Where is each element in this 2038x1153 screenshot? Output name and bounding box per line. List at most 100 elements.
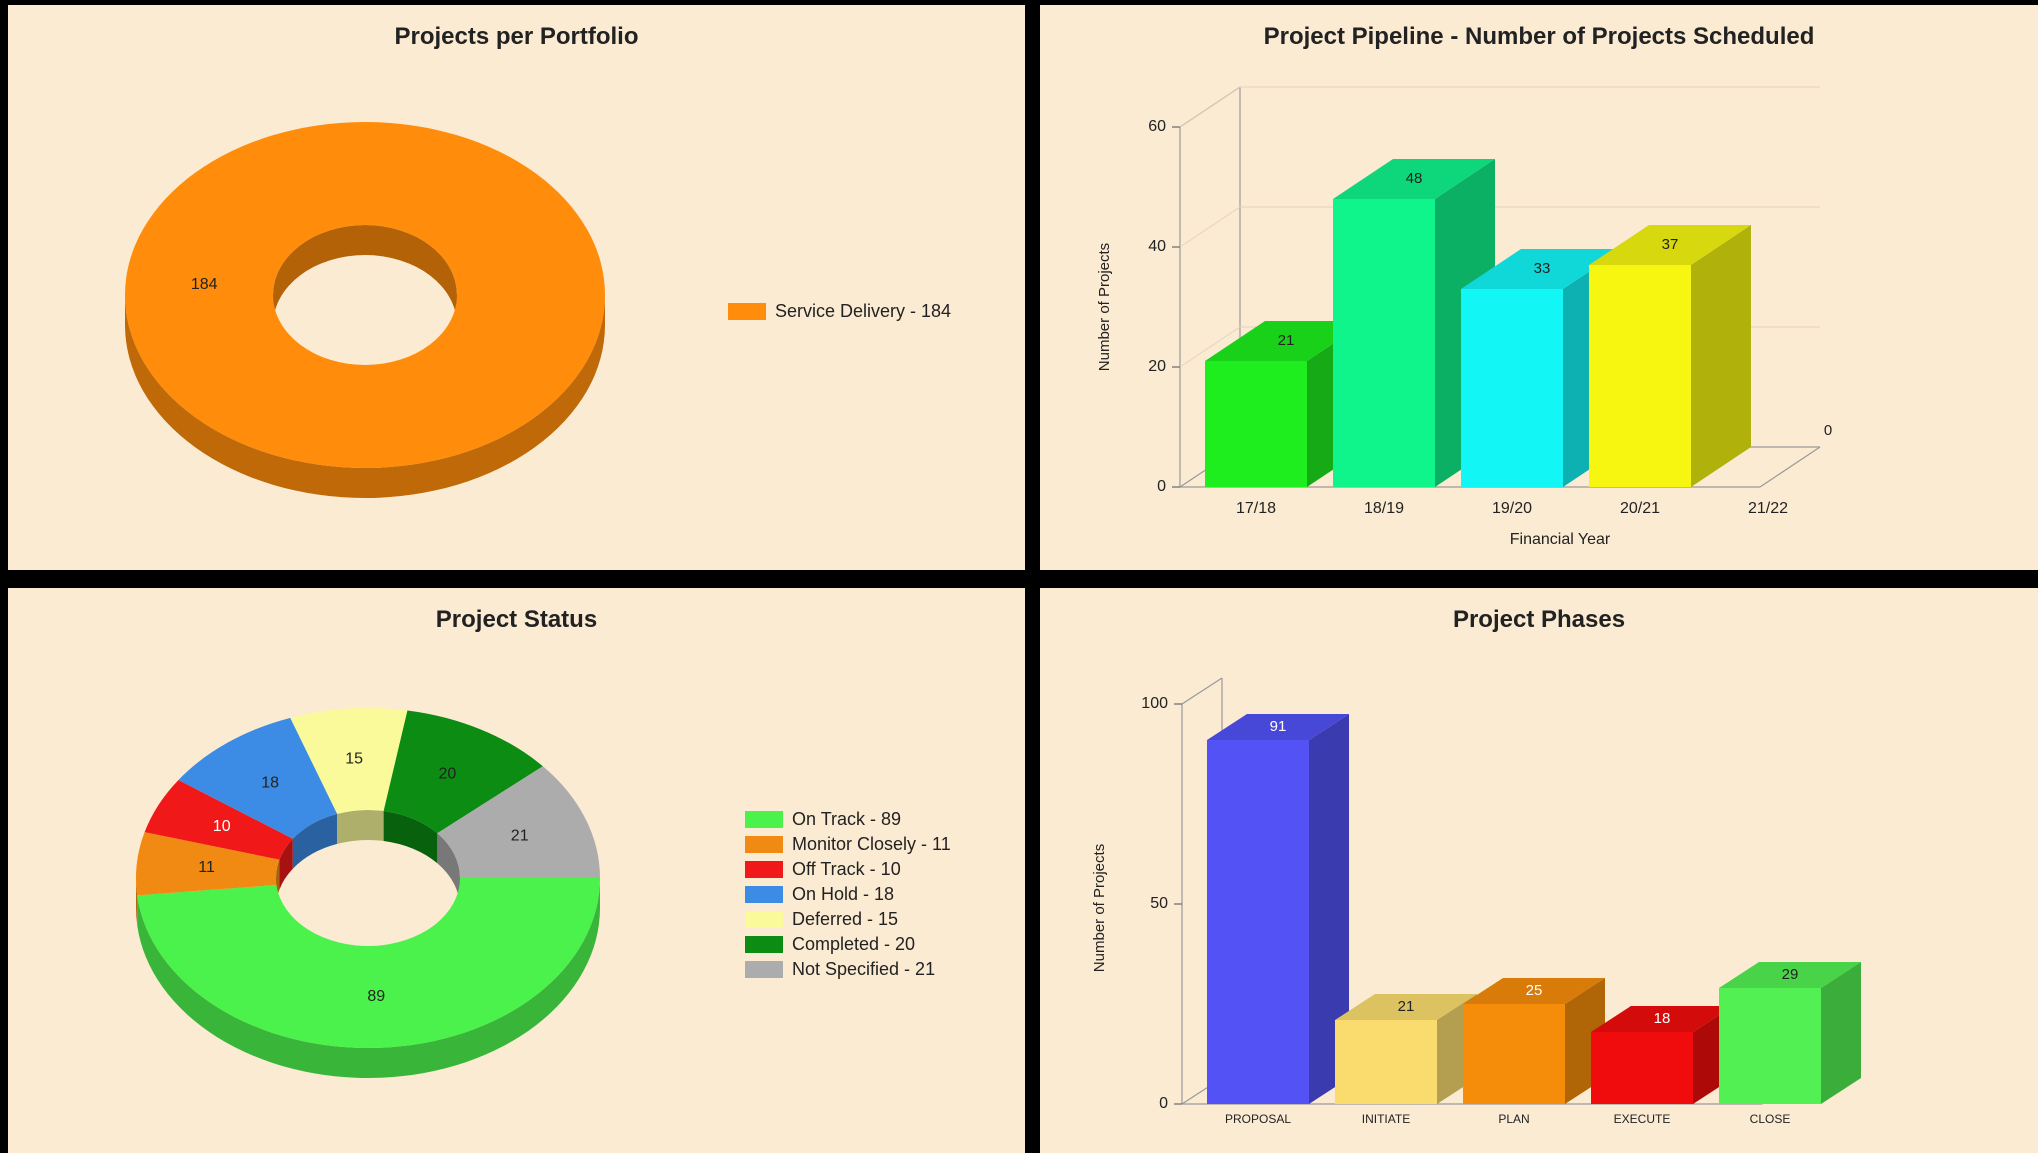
bar-top <box>1207 714 1349 740</box>
x-tick-label: PROPOSAL <box>1225 1112 1291 1126</box>
slice-label: 184 <box>191 276 218 293</box>
slice-inner-wall <box>273 225 457 325</box>
slice-inner-wall <box>383 810 438 864</box>
y-tick-label: 50 <box>1150 895 1168 912</box>
slice-inner-wall <box>292 813 338 869</box>
y-tick-label: 20 <box>1148 358 1166 375</box>
x-tick-label: CLOSE <box>1750 1112 1791 1126</box>
x-tick-label: PLAN <box>1498 1112 1529 1126</box>
bar-top <box>1335 994 1477 1020</box>
bar-side <box>1821 962 1861 1104</box>
status-panel: Project Status 89 11 10 18 15 20 21 On Track - … <box>8 588 1025 1153</box>
bar-value-label: 21 <box>1398 998 1415 1015</box>
legend-swatch <box>745 911 783 928</box>
slice-side <box>136 878 138 926</box>
slice-label: 11 <box>198 859 215 876</box>
bar-top <box>1333 159 1495 199</box>
bar-value-label: 48 <box>1406 170 1423 187</box>
bar-side <box>1691 225 1751 487</box>
y-tick-label: 40 <box>1148 238 1166 255</box>
legend-swatch <box>745 836 783 853</box>
legend-label: On Hold - 18 <box>792 884 894 904</box>
slice <box>178 717 338 839</box>
legend-label: Monitor Closely - 11 <box>792 834 951 854</box>
grid-line <box>1179 326 1241 368</box>
floor-right-edge <box>1759 446 1821 488</box>
bar <box>1461 289 1563 487</box>
slice-label: 21 <box>511 827 529 844</box>
chart-title: Project Status <box>435 606 598 633</box>
x-tick-label: 19/20 <box>1492 500 1532 517</box>
y-axis-label: Number of Projects <box>1096 243 1113 371</box>
bar <box>1719 988 1821 1104</box>
pipeline-panel: Project Pipeline - Number of Projects Sc… <box>1040 5 2038 570</box>
x-tick-label: 18/19 <box>1364 500 1404 517</box>
legend-swatch <box>745 936 783 953</box>
legend-label: Completed - 20 <box>792 934 915 954</box>
slice-label: 89 <box>367 988 385 1005</box>
bar <box>1205 361 1307 487</box>
bar <box>1333 199 1435 487</box>
slice-label: 15 <box>345 751 363 768</box>
chart-title: Project Pipeline - Number of Projects Sc… <box>1263 23 1815 50</box>
legend-label: Not Specified - 21 <box>792 959 935 979</box>
chart-title: Projects per Portfolio <box>394 23 639 50</box>
y-tick-label: 100 <box>1141 695 1168 712</box>
slice <box>144 779 293 860</box>
slice <box>125 122 605 468</box>
bar-top <box>1589 225 1751 265</box>
legend-swatch <box>745 861 783 878</box>
portfolio-chart: 184 Service Delivery - 184 <box>125 122 951 498</box>
x-tick-label: 21/22 <box>1748 500 1788 517</box>
slice-inner-wall <box>279 838 293 890</box>
legend-label: On Track - 89 <box>792 809 901 829</box>
bar-value-label: 25 <box>1526 982 1543 999</box>
slice-label: 20 <box>438 765 456 782</box>
x-axis-label: Financial Year <box>1510 531 1611 548</box>
bar <box>1591 1032 1693 1104</box>
bar-top <box>1719 962 1861 988</box>
slice-inner-wall <box>437 833 460 908</box>
slice-side <box>125 295 605 498</box>
bar <box>1589 265 1691 487</box>
bar-top <box>1205 321 1367 361</box>
legend-swatch <box>745 811 783 828</box>
bar-value-label: 21 <box>1278 332 1295 349</box>
legend-label: Deferred - 15 <box>792 909 898 929</box>
legend-swatch <box>745 961 783 978</box>
legend-label: Off Track - 10 <box>792 859 901 879</box>
slice-inner-wall <box>337 810 384 844</box>
bar <box>1463 1004 1565 1104</box>
bar-value-label: 91 <box>1270 718 1287 735</box>
bar-value-label: 29 <box>1782 966 1799 983</box>
bar-value-label: 37 <box>1662 236 1679 253</box>
pipeline-chart: 0 20 40 60 21 17/18 48 18/19 33 19/20 37 20/21 0 21/2… <box>1096 86 1832 548</box>
bar-top <box>1591 1006 1733 1032</box>
y-tick-label: 0 <box>1157 478 1166 495</box>
slice <box>383 710 543 834</box>
grid-line <box>1179 86 1241 128</box>
portfolio-panel: Projects per Portfolio 184 Service Delive… <box>8 5 1025 570</box>
phases-chart: 0 50 100 91 PROPOSAL 21 INITIATE 25 PLAN 18 EXECUT… <box>1091 677 1861 1126</box>
x-tick-label: 20/21 <box>1620 500 1660 517</box>
y-tick-label: 0 <box>1159 1095 1168 1112</box>
phases-panel: Project Phases 0 50 100 91 PROPOSAL 21 INITIAT… <box>1040 588 2038 1153</box>
x-tick-label: EXECUTE <box>1614 1112 1671 1126</box>
bar-top <box>1461 249 1623 289</box>
grid-line <box>1179 206 1241 248</box>
wall-edge <box>1181 677 1223 705</box>
slice-label: 10 <box>213 818 231 835</box>
slice <box>136 832 280 896</box>
chart-title: Project Phases <box>1452 606 1626 633</box>
bar-top <box>1463 978 1605 1004</box>
x-tick-label: 17/18 <box>1236 500 1276 517</box>
slice-label: 18 <box>261 774 279 791</box>
slice <box>137 878 600 1049</box>
bar-side <box>1309 714 1349 1104</box>
x-tick-label: INITIATE <box>1362 1112 1410 1126</box>
bar-value-label: 18 <box>1654 1010 1671 1027</box>
status-chart: 89 11 10 18 15 20 21 On Track - 89 Monitor Close… <box>136 708 951 1079</box>
slice <box>290 708 408 814</box>
y-axis-label: Number of Projects <box>1091 844 1108 972</box>
legend-swatch <box>728 303 766 320</box>
